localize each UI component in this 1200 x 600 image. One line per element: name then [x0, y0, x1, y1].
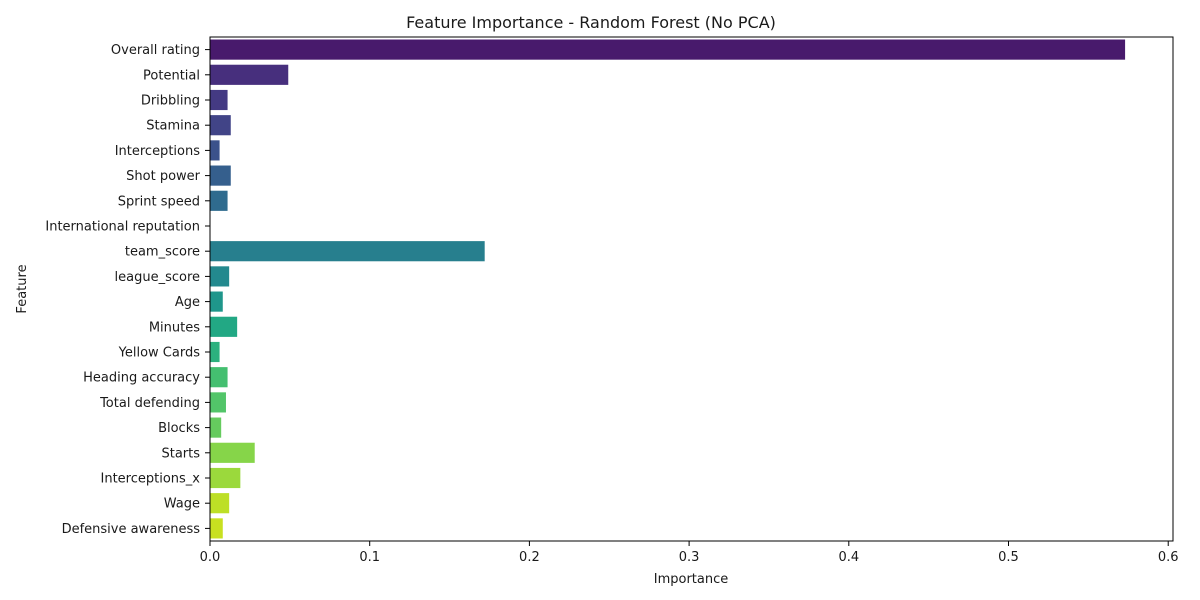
bar — [210, 518, 223, 539]
bar — [210, 442, 255, 463]
y-tick-label: Interceptions — [115, 144, 201, 159]
y-tick-label: Blocks — [158, 421, 200, 436]
y-tick-label: league_score — [115, 270, 201, 285]
x-tick-label: 0.2 — [519, 550, 540, 565]
bar — [210, 190, 228, 211]
bar — [210, 266, 230, 287]
y-tick-label: Interceptions_x — [101, 472, 201, 487]
bar — [210, 417, 222, 438]
bar — [210, 39, 1126, 60]
bar — [210, 291, 223, 312]
y-tick-label: Stamina — [146, 119, 200, 134]
y-tick-label: International reputation — [45, 220, 200, 235]
y-tick-label: Minutes — [149, 320, 200, 335]
bar — [210, 316, 238, 337]
x-tick-label: 0.0 — [200, 550, 221, 565]
y-tick-label: Dribbling — [141, 94, 200, 109]
y-tick-label: Shot power — [126, 169, 201, 184]
bar — [210, 241, 485, 262]
y-tick-label: Age — [175, 295, 200, 310]
bar — [210, 493, 230, 514]
x-tick-label: 0.3 — [679, 550, 700, 565]
bar — [210, 165, 231, 186]
bar — [210, 467, 241, 489]
y-axis-label: Feature — [15, 264, 30, 313]
y-tick-label: team_score — [125, 245, 200, 260]
y-tick-label: Sprint speed — [118, 194, 200, 209]
x-tick-label: 0.1 — [359, 550, 380, 565]
chart-title: Feature Importance - Random Forest (No P… — [406, 13, 776, 32]
bar — [210, 367, 228, 388]
y-tick-label: Defensive awareness — [62, 522, 201, 537]
bar — [210, 392, 226, 413]
bar — [210, 64, 289, 85]
x-tick-label: 0.4 — [838, 550, 859, 565]
plot-frame — [209, 36, 1174, 542]
x-tick-label: 0.6 — [1158, 550, 1179, 565]
y-tick-label: Wage — [164, 497, 200, 512]
y-tick-label: Starts — [161, 446, 200, 461]
bar — [210, 341, 220, 363]
y-tick-label: Yellow Cards — [118, 346, 201, 361]
y-tick-label: Potential — [143, 68, 200, 83]
y-tick-label: Total defending — [99, 396, 200, 411]
y-tick-label: Heading accuracy — [83, 371, 200, 386]
y-tick-label: Overall rating — [111, 43, 200, 58]
bar — [210, 140, 220, 161]
bar — [210, 115, 231, 136]
bar — [210, 89, 228, 111]
plot-area: Overall rating Potential Dribbling Stamina I… — [45, 39, 1179, 565]
x-tick-label: 0.5 — [998, 550, 1019, 565]
x-axis-label: Importance — [654, 572, 729, 587]
